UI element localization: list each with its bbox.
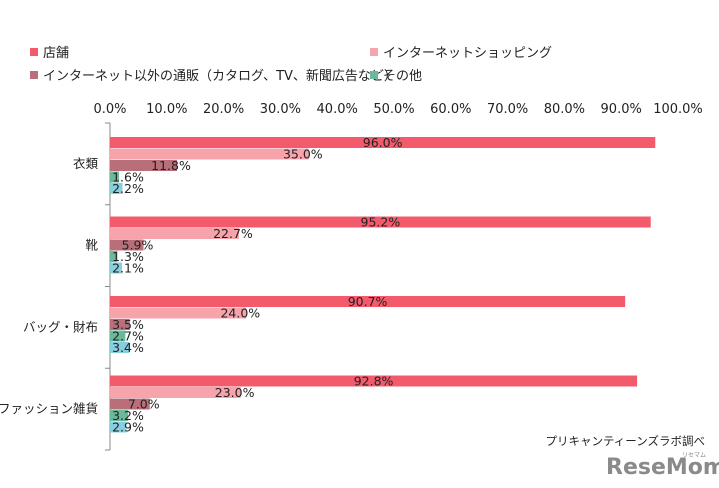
x-tick-label-8: 80.0% xyxy=(544,102,585,117)
legend-swatch-0 xyxy=(30,48,38,56)
bar-1-0 xyxy=(110,216,651,228)
logo-subtext: リセマム xyxy=(682,452,706,459)
legend-label-2: インターネット以外の通販（カタログ、TV、新聞広告など） xyxy=(43,68,397,84)
x-tick-label-0: 0.0% xyxy=(93,102,126,117)
data-label-0-4: 2.2% xyxy=(112,181,144,196)
x-tick-label-3: 30.0% xyxy=(260,102,301,117)
bar-2-1 xyxy=(110,307,247,319)
data-label-1-3: 1.3% xyxy=(112,249,144,264)
data-label-2-3: 2.7% xyxy=(112,329,144,344)
data-label-3-4: 2.9% xyxy=(112,420,144,435)
category-label-2: バッグ・財布 xyxy=(23,319,98,334)
data-label-1-1: 22.7% xyxy=(213,226,253,241)
bar-2-0 xyxy=(110,296,626,307)
bar-2-4 xyxy=(110,342,130,353)
bar-0-2 xyxy=(110,160,178,171)
resemom-logo: ReseMom リセマム xyxy=(606,452,719,480)
x-axis-ticks: 0.0% 10.0% 20.0% 30.0% 40.0% 50.0% 60.0% 70.0% 8… xyxy=(93,102,702,117)
data-label-0-3: 1.6% xyxy=(112,170,144,185)
legend-swatch-1 xyxy=(370,48,378,56)
y-axis xyxy=(105,122,111,451)
data-label-0-0: 96.0% xyxy=(363,135,403,150)
data-label-0-1: 35.0% xyxy=(283,147,323,162)
bar-3-0 xyxy=(110,375,638,387)
data-label-2-4: 3.4% xyxy=(112,340,144,355)
data-label-2-2: 3.5% xyxy=(112,317,144,332)
legend-label-1: インターネットショッピング xyxy=(383,46,552,61)
logo-text: ReseMom xyxy=(606,455,719,480)
x-tick-label-2: 20.0% xyxy=(203,102,244,117)
data-label-2-0: 90.7% xyxy=(348,294,388,309)
x-tick-label-1: 10.0% xyxy=(146,102,187,117)
x-tick-label-6: 60.0% xyxy=(430,102,471,117)
bar-3-1 xyxy=(110,387,241,398)
legend: 店舗 インターネットショッピングインターネット以外の通販（カタログ、TV、新聞広告… xyxy=(30,46,552,84)
bar-3-2 xyxy=(110,398,150,410)
bar-2-2 xyxy=(110,319,130,330)
legend-label-3: その他 xyxy=(383,69,422,84)
bar-1-1 xyxy=(110,228,239,239)
bars: 96.0% 35.0% 11.8% 1.6%2.2% 95.2% 22.7% 5.9%1.3… xyxy=(110,135,656,435)
x-tick-label-5: 50.0% xyxy=(373,102,414,117)
bar-0-4 xyxy=(110,183,123,194)
bar-2-3 xyxy=(110,330,126,342)
data-label-3-3: 3.2% xyxy=(112,408,144,423)
bar-0-0 xyxy=(110,137,656,148)
data-label-1-4: 2.1% xyxy=(112,261,144,276)
bar-1-2 xyxy=(110,239,144,251)
data-label-1-0: 95.2% xyxy=(361,215,401,230)
data-label-3-2: 7.0% xyxy=(128,397,160,412)
category-label-0: 衣類 xyxy=(73,156,99,171)
source-note: プリキャンティーンズラボ調べ xyxy=(545,434,705,448)
x-tick-label-7: 70.0% xyxy=(487,102,528,117)
legend-label-0: 店舗 xyxy=(43,46,69,61)
data-label-2-1: 24.0% xyxy=(220,306,260,321)
legend-swatch-2 xyxy=(30,71,38,79)
bar-0-1 xyxy=(110,148,309,160)
x-tick-label-4: 40.0% xyxy=(317,102,358,117)
data-label-3-0: 92.8% xyxy=(354,374,394,389)
category-label-3: ファッション雑貨 xyxy=(0,401,98,416)
bar-1-3 xyxy=(110,251,118,262)
data-label-1-2: 5.9% xyxy=(122,238,154,253)
bar-1-4 xyxy=(110,262,122,274)
bar-0-3 xyxy=(110,171,120,183)
data-label-0-2: 11.8% xyxy=(151,158,191,173)
legend-swatch-3 xyxy=(370,71,378,79)
bar-3-4 xyxy=(110,421,127,433)
data-label-3-1: 23.0% xyxy=(215,385,255,400)
x-tick-label-9: 90.0% xyxy=(601,102,642,117)
bar-3-3 xyxy=(110,410,129,421)
category-label-1: 靴 xyxy=(85,238,98,253)
x-tick-label-10: 100.0% xyxy=(653,102,703,117)
